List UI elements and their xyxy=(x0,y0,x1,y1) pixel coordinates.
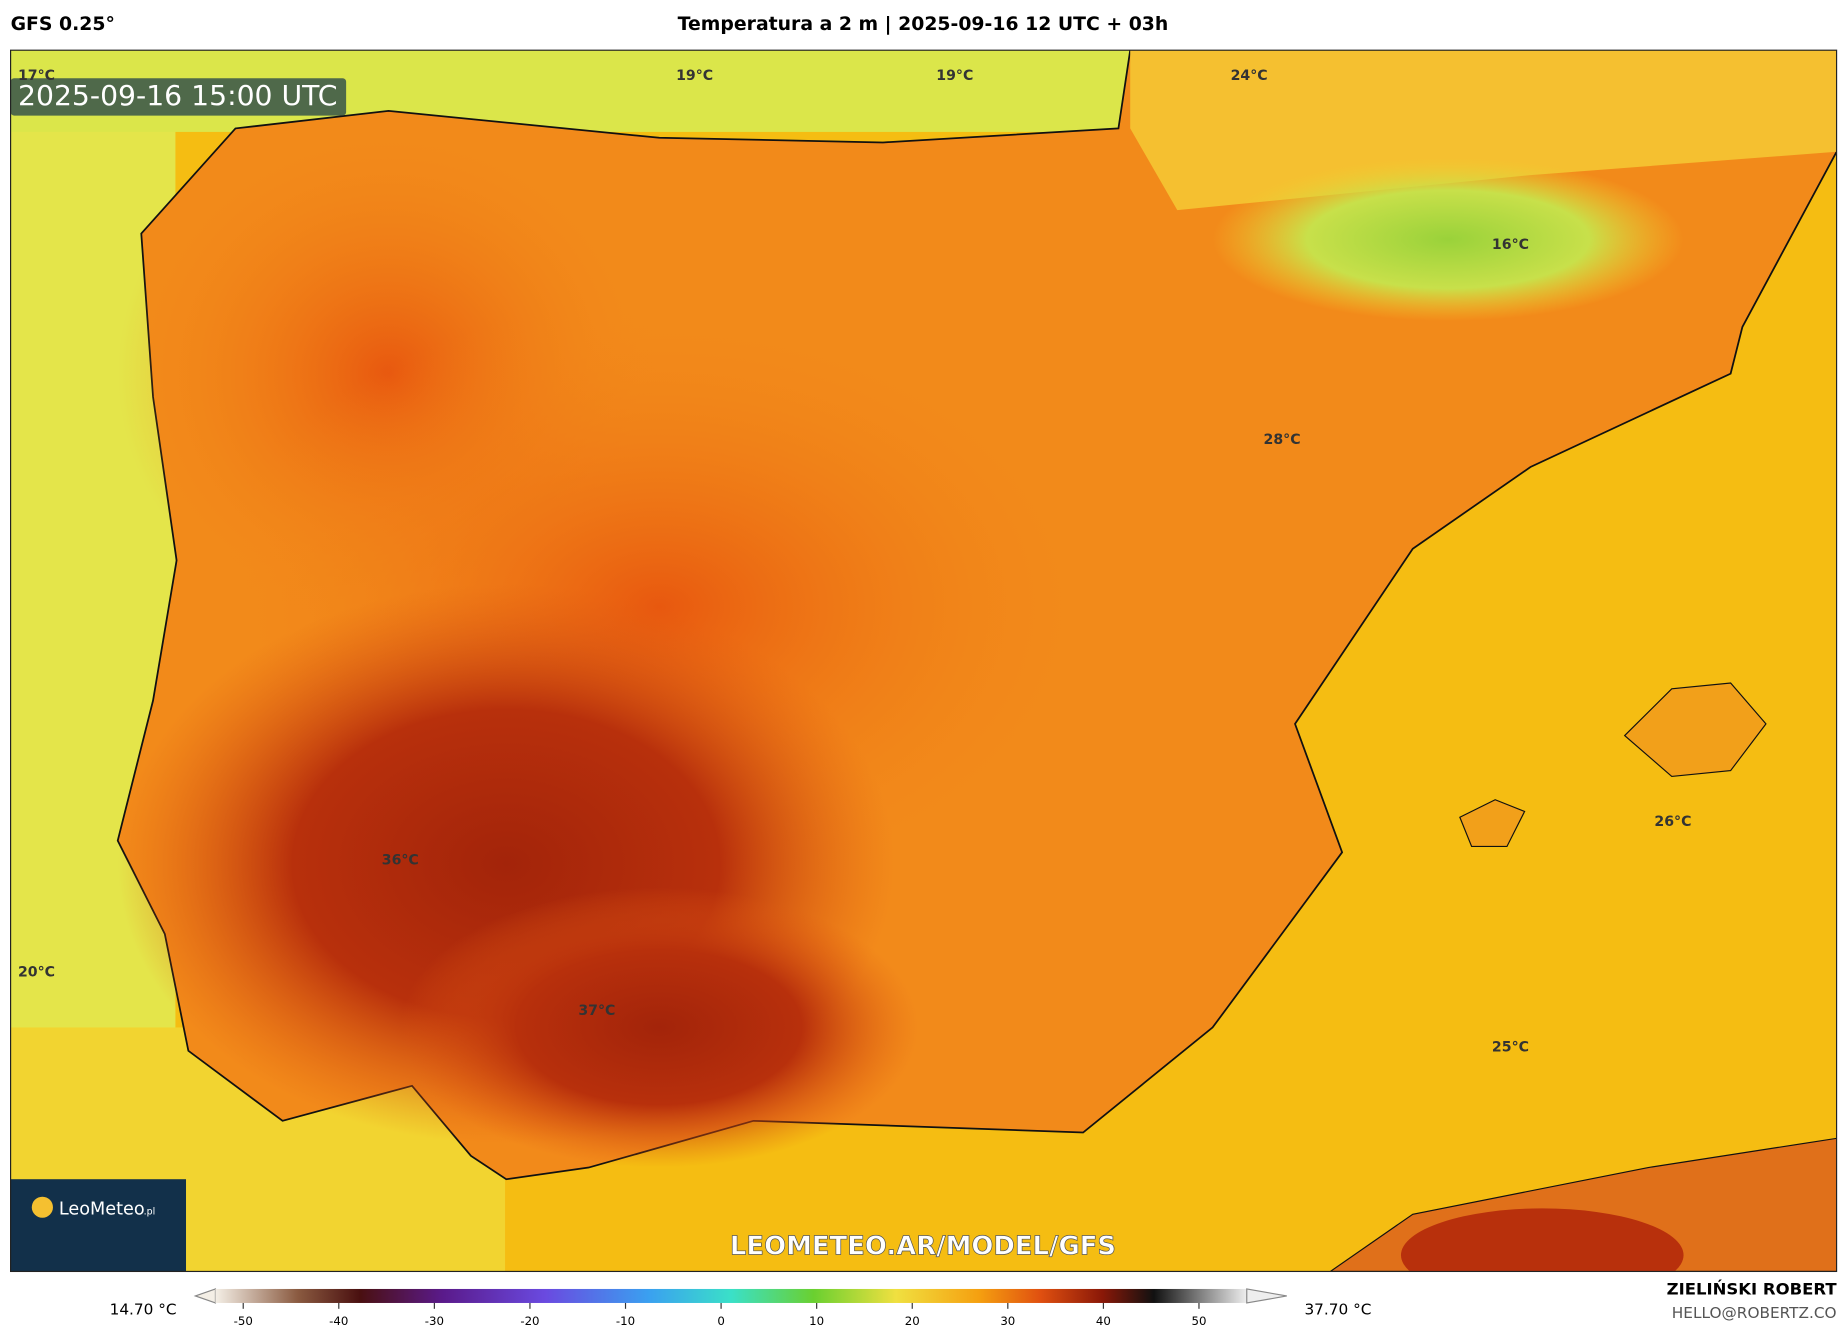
map-labels: 17°C 19°C 19°C 24°C 16°C 28°C 26°C 36°C 20°C 37°C… xyxy=(18,68,1691,1055)
timestamp-box xyxy=(10,78,347,116)
colorbar-arrow xyxy=(193,1288,217,1304)
temperature-label: 37°C xyxy=(578,1003,615,1019)
colorbar-tick-label: -30 xyxy=(425,1314,444,1328)
map-title: Temperatura a 2 m | 2025-09-16 12 UTC + … xyxy=(678,14,1169,35)
colorbar-max: 37.70 °C xyxy=(1304,1301,1371,1319)
model-name: GFS 0.25° xyxy=(11,14,115,35)
colorbar-tick-label: -20 xyxy=(520,1314,539,1328)
colorbar-tick-label: -40 xyxy=(329,1314,348,1328)
france-land xyxy=(1130,50,1837,211)
temperature-label: 17°C xyxy=(18,68,55,84)
temperature-label: 36°C xyxy=(382,853,419,869)
contact: HELLO@ROBERTZ.CO xyxy=(1672,1304,1837,1322)
colorbar-tick-label: 30 xyxy=(1000,1314,1015,1328)
colorbar-arrow xyxy=(1246,1288,1287,1304)
logo-suffix: .pl xyxy=(144,1206,156,1217)
temperature-label: 19°C xyxy=(936,68,973,84)
logo-name: LeoMeteo xyxy=(59,1200,145,1220)
colorbar-tick-label: 20 xyxy=(905,1314,920,1328)
mallorca xyxy=(1623,682,1767,778)
author: ZIELIŃSKI ROBERT xyxy=(1667,1280,1838,1299)
colorbar-tick-label: 0 xyxy=(717,1314,724,1328)
watermark: LEOMETEO.AR/MODEL/GFS xyxy=(730,1231,1116,1261)
temperature-label: 26°C xyxy=(1654,814,1691,830)
map-frame xyxy=(10,49,1838,1273)
hot-zone xyxy=(400,887,919,1168)
map: 2025-09-16 15:00 UTC 17°C 19°C 19°C 24°C 16°… xyxy=(10,50,1837,1272)
colorbar-tick-label: 10 xyxy=(809,1314,824,1328)
ibiza xyxy=(1459,799,1526,848)
colorbar-ticks: -50 -40 -30 -20 -10 0 10 20 30 40 50 xyxy=(234,1302,1206,1328)
temperature-label: 24°C xyxy=(1231,68,1268,84)
colorbar-tick-label: 50 xyxy=(1191,1314,1206,1328)
temperature-label: 28°C xyxy=(1264,432,1301,448)
colorbar xyxy=(215,1288,1247,1303)
logo-sun xyxy=(31,1196,53,1218)
colorbar-tick-label: -50 xyxy=(234,1314,253,1328)
logo-box xyxy=(10,1179,187,1272)
temperature-label: 19°C xyxy=(676,68,713,84)
timestamp: 2025-09-16 15:00 UTC xyxy=(18,79,337,112)
colorbar-min: 14.70 °C xyxy=(110,1301,177,1319)
temperature-label: 25°C xyxy=(1492,1039,1529,1055)
temperature-label: 20°C xyxy=(18,965,55,981)
colorbar-tick-label: -10 xyxy=(616,1314,635,1328)
hot-zone xyxy=(1401,1208,1684,1272)
cool-zone xyxy=(1212,157,1684,322)
temperature-label: 16°C xyxy=(1492,237,1529,253)
colorbar-tick-label: 40 xyxy=(1096,1314,1111,1328)
